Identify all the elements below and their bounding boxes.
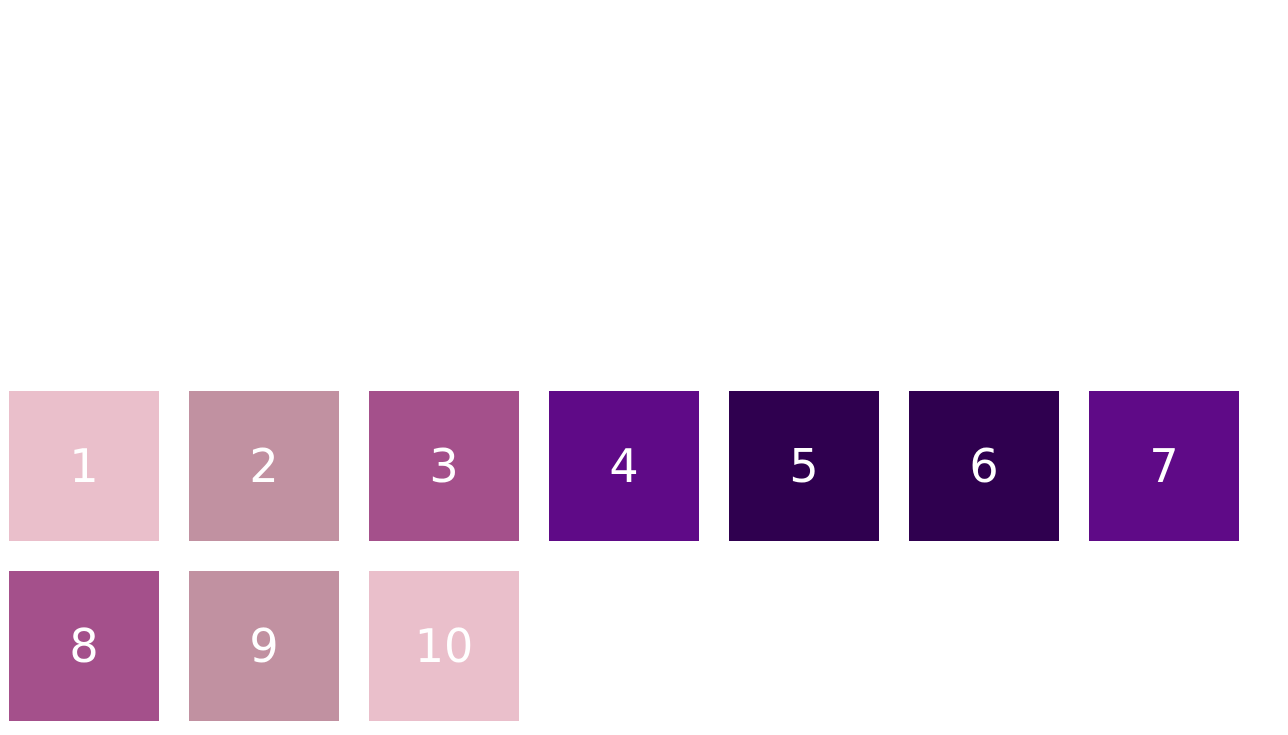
tile-3: 3 [369, 391, 519, 541]
tile-grid: 1 2 3 4 5 6 7 8 9 10 [9, 391, 1239, 721]
tile-9: 9 [189, 571, 339, 721]
tile-10: 10 [369, 571, 519, 721]
tile-8: 8 [9, 571, 159, 721]
tile-2: 2 [189, 391, 339, 541]
tile-5: 5 [729, 391, 879, 541]
tile-7: 7 [1089, 391, 1239, 541]
tile-4: 4 [549, 391, 699, 541]
tile-6: 6 [909, 391, 1059, 541]
tile-1: 1 [9, 391, 159, 541]
